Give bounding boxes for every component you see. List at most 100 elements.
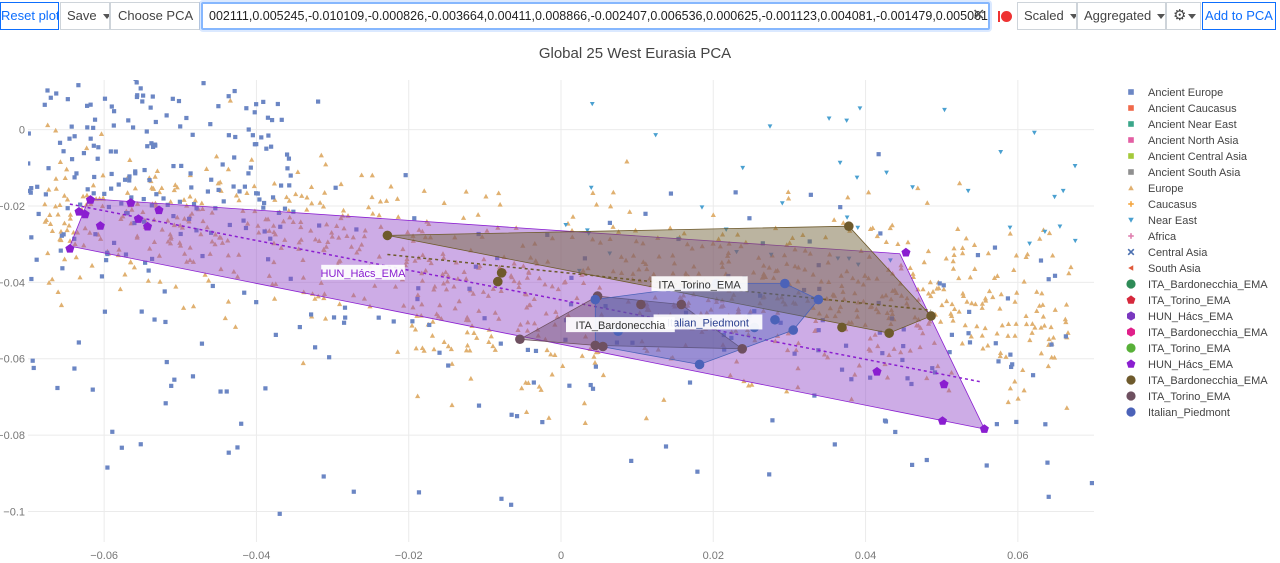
europe-point [840, 220, 846, 225]
ancient-europe-point [241, 218, 246, 223]
legend-item[interactable]: Near East [1128, 215, 1197, 227]
ancient-europe-point [250, 133, 255, 138]
europe-point [546, 415, 552, 420]
europe-point [296, 239, 302, 245]
legend-item[interactable]: HUN_Hács_EMA [1126, 359, 1234, 371]
coordinates-input[interactable]: 002111,0.005245,-0.010109,-0.000826,-0.0… [201, 2, 990, 30]
ancient-europe-point [113, 149, 118, 154]
europe-point [582, 420, 588, 425]
legend-item[interactable]: Ancient North Asia [1128, 135, 1239, 147]
legend-item[interactable]: Europe [1128, 183, 1183, 195]
ancient-europe-point [134, 80, 139, 85]
legend-item[interactable]: Ancient Central Asia [1128, 151, 1248, 163]
europe-point [57, 159, 64, 164]
europe-point [698, 310, 704, 316]
europe-point [249, 157, 255, 162]
europe-point [1020, 367, 1026, 373]
europe-point [187, 257, 193, 263]
legend-item[interactable]: Ancient Caucasus [1128, 103, 1237, 115]
europe-point [1039, 290, 1045, 296]
ancient-europe-point [93, 232, 98, 237]
ancient-europe-point [194, 228, 199, 233]
europe-point [49, 276, 55, 282]
ancient-europe-point [95, 156, 100, 161]
europe-point [1034, 308, 1040, 313]
ancient-europe-point [242, 290, 247, 295]
legend-item[interactable]: Africa [1128, 231, 1177, 243]
ancient-europe-point [839, 367, 845, 372]
ancient-europe-point [868, 375, 873, 380]
pca-chart[interactable]: Global 25 West Eurasia PCA −0.06 −0.04 −0.… [0, 32, 1280, 563]
ancient-europe-point [142, 167, 147, 173]
reset-plot-button[interactable]: Reset plot [0, 2, 59, 30]
europe-point [1012, 378, 1018, 384]
ancient-europe-point [1046, 494, 1051, 499]
near-east-point [653, 133, 659, 138]
ancient-europe-point [88, 102, 93, 107]
ancient-europe-point [30, 358, 35, 363]
legend-item[interactable]: Ancient Near East [1128, 119, 1237, 131]
europe-point [299, 193, 305, 198]
europe-point [443, 269, 449, 275]
choose-pca-dropdown[interactable]: Choose PCA [110, 2, 200, 30]
legend-item[interactable]: ITA_Torino_EMA [1126, 343, 1231, 355]
ancient-europe-point [930, 366, 935, 371]
europe-point [536, 275, 542, 281]
x-tick-label: 0.06 [1007, 550, 1028, 562]
settings-dropdown[interactable]: ⚙ [1166, 2, 1201, 30]
ancient-europe-point [467, 286, 472, 291]
scale-dropdown[interactable]: Scaled [1017, 2, 1077, 30]
legend-item[interactable]: Ancient South Asia [1128, 167, 1241, 179]
legend-item[interactable]: ITA_Bardonecchia_EMA [1127, 327, 1268, 339]
ancient-europe-point [343, 315, 348, 320]
europe-point [49, 228, 56, 234]
europe-point [848, 396, 855, 402]
near-east-point [857, 106, 863, 111]
record-icon[interactable] [992, 2, 1016, 30]
ancient-europe-point [255, 191, 260, 196]
europe-point [927, 279, 933, 285]
europe-point [870, 225, 876, 231]
ancient-europe-point [146, 268, 151, 273]
ancient-europe-point [143, 260, 148, 265]
europe-point [99, 203, 106, 209]
europe-point [480, 289, 487, 294]
ancient-europe-point [72, 236, 77, 241]
save-dropdown[interactable]: Save [60, 2, 110, 30]
europe-point [190, 259, 196, 264]
europe-point [990, 294, 996, 300]
europe-point [443, 286, 450, 292]
ancient-europe-point [437, 350, 442, 355]
near-east-point [563, 222, 569, 228]
ancient-europe-point [110, 429, 115, 434]
legend[interactable]: Ancient Europe Ancient Caucasus Ancient Ne… [1126, 87, 1268, 419]
legend-item[interactable]: South Asia [1128, 263, 1201, 275]
europe-point [938, 319, 944, 324]
ancient-europe-point [525, 347, 530, 353]
clear-icon[interactable]: ✕ [972, 7, 986, 24]
europe-point [598, 311, 605, 317]
europe-point [898, 262, 904, 268]
legend-item[interactable]: ITA_Bardonecchia_EMA [1126, 279, 1268, 291]
ancient-europe-point [106, 204, 112, 210]
legend-label: ITA_Torino_EMA [1148, 343, 1231, 355]
ancient-europe-point [695, 469, 700, 474]
legend-item[interactable]: HUN_Hács_EMA [1127, 311, 1234, 323]
legend-item[interactable]: Ancient Europe [1128, 87, 1223, 99]
legend-item[interactable]: Central Asia [1127, 247, 1208, 259]
europe-point [412, 258, 418, 263]
legend-item[interactable]: Italian_Piedmont [1126, 407, 1230, 419]
legend-item[interactable]: Caucasus [1128, 199, 1197, 211]
ancient-europe-point [1005, 296, 1011, 301]
europe-point [944, 298, 950, 304]
annotation-background [653, 314, 763, 330]
ancient-europe-point [48, 95, 53, 100]
legend-item[interactable]: ITA_Bardonecchia_EMA [1126, 375, 1268, 387]
aggregate-dropdown[interactable]: Aggregated [1077, 2, 1166, 30]
data-point [154, 205, 164, 215]
europe-point [157, 279, 163, 284]
legend-item[interactable]: ITA_Torino_EMA [1126, 295, 1231, 307]
europe-point [435, 313, 442, 319]
legend-item[interactable]: ITA_Torino_EMA [1126, 391, 1231, 403]
add-to-pca-button[interactable]: Add to PCA [1202, 2, 1276, 30]
